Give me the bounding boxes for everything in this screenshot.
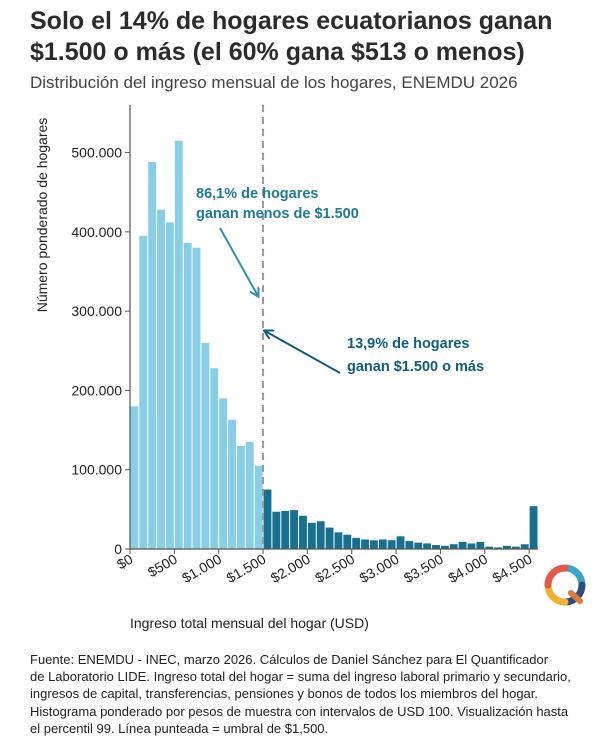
x-tick-label: $3.000 bbox=[356, 551, 401, 586]
axes bbox=[129, 105, 538, 550]
chart-subtitle: Distribución del ingreso mensual de los … bbox=[30, 73, 518, 92]
y-tick-label: 500.000 bbox=[71, 145, 122, 161]
histogram-bar bbox=[157, 209, 165, 549]
histogram-bar bbox=[219, 398, 228, 549]
y-tick-label: 200.000 bbox=[71, 382, 122, 398]
histogram-bar bbox=[387, 540, 396, 549]
histogram-bar bbox=[192, 247, 201, 549]
histogram-bar bbox=[325, 527, 334, 549]
x-tick-label: $500 bbox=[145, 551, 180, 581]
histogram-bar bbox=[210, 368, 219, 549]
caption-line-4: Histograma ponderado por pesos de muestr… bbox=[30, 703, 569, 719]
histogram-bar bbox=[334, 532, 343, 549]
annotation-below-line-1: 86,1% de hogares bbox=[196, 186, 319, 202]
histogram-bar bbox=[343, 534, 352, 549]
x-tick-label: $1.000 bbox=[179, 551, 224, 586]
histogram-bar bbox=[201, 342, 210, 549]
histogram-bar bbox=[183, 242, 192, 549]
histogram-bar bbox=[263, 489, 272, 549]
histogram-bar bbox=[529, 506, 538, 549]
histogram-bar bbox=[369, 540, 378, 549]
histogram-bar bbox=[281, 510, 290, 549]
annotation-below-line-2: ganan menos de $1.500 bbox=[196, 206, 359, 222]
histogram-bar bbox=[290, 510, 299, 549]
histogram-bar bbox=[361, 539, 369, 549]
x-tick-label: $0 bbox=[114, 551, 136, 573]
histogram-bar bbox=[245, 441, 254, 549]
histogram-bar bbox=[236, 445, 245, 549]
x-tick-label: $1.500 bbox=[223, 551, 268, 586]
histogram-bar bbox=[405, 541, 414, 549]
histogram-bar bbox=[485, 546, 494, 549]
histogram-bar bbox=[423, 543, 432, 549]
chart-title: Solo el 14% de hogares ecuatorianos gana… bbox=[30, 6, 590, 68]
y-axis-ticks: 0 100.000 200.000 300.000 400.000 500.000 bbox=[71, 145, 130, 557]
histogram-bar bbox=[520, 544, 529, 549]
annotations: 86,1% de hogares ganan menos de $1.500 1… bbox=[196, 186, 484, 375]
histogram-bar bbox=[272, 511, 281, 549]
x-axis-ticks: $0 $500 $1.000 $1.500 $2.000 $2.500 $3.000 $3.5… bbox=[114, 549, 535, 586]
y-tick-label: 0 bbox=[114, 541, 122, 557]
histogram-bar bbox=[432, 545, 440, 549]
x-tick-label: $4.000 bbox=[445, 551, 490, 586]
histogram-bar bbox=[378, 539, 387, 549]
histogram-bar bbox=[148, 162, 157, 549]
histogram-bar bbox=[316, 521, 325, 549]
histogram-bar bbox=[352, 537, 361, 549]
histogram-bar bbox=[440, 545, 449, 549]
x-tick-label: $4.500 bbox=[490, 551, 535, 586]
histogram-bars bbox=[130, 140, 538, 550]
histogram-bar bbox=[165, 222, 174, 549]
x-tick-label: $2.500 bbox=[312, 551, 357, 586]
histogram-bar bbox=[458, 541, 467, 549]
source-caption: Fuente: ENEMDU - INEC, marzo 2026. Cálcu… bbox=[30, 651, 595, 737]
x-tick-label: $2.000 bbox=[268, 551, 313, 586]
chart-title-line-1: Solo el 14% de hogares ecuatorianos gana… bbox=[30, 7, 553, 35]
histogram-bar bbox=[414, 542, 423, 549]
histogram-bar bbox=[254, 465, 263, 549]
histogram-bar bbox=[476, 541, 485, 549]
caption-line-3: ingresos de capital, transferencias, pen… bbox=[30, 686, 539, 702]
y-tick-label: 300.000 bbox=[71, 303, 122, 319]
chart-title-line-2: $1.500 o más (el 60% gana $513 o menos) bbox=[30, 38, 525, 66]
annotation-above-line-1: 13,9% de hogares bbox=[347, 336, 470, 352]
annotation-above-line-2: ganan $1.500 o más bbox=[347, 359, 484, 375]
caption-line-2: de Laboratorio LIDE. Ingreso total del h… bbox=[30, 669, 571, 685]
histogram-bar bbox=[174, 140, 183, 549]
x-axis-label: Ingreso total mensual del hogar (USD) bbox=[130, 615, 369, 631]
histogram-bar bbox=[511, 546, 520, 549]
annotation-arrow-right bbox=[265, 331, 341, 374]
q-logo-icon bbox=[544, 564, 586, 606]
histogram-bar bbox=[494, 547, 503, 549]
histogram-bar bbox=[299, 515, 307, 549]
caption-line-1: Fuente: ENEMDU - INEC, marzo 2026. Cálcu… bbox=[30, 652, 549, 667]
histogram-bar bbox=[467, 543, 476, 549]
histogram-bar bbox=[307, 522, 316, 549]
y-tick-label: 400.000 bbox=[71, 224, 122, 240]
histogram-bar bbox=[396, 536, 405, 549]
histogram-bar bbox=[503, 545, 511, 549]
histogram-bar bbox=[449, 544, 458, 549]
y-tick-label: 100.000 bbox=[71, 462, 122, 478]
histogram-bar bbox=[139, 235, 148, 550]
x-tick-label: $3.500 bbox=[401, 551, 446, 586]
caption-line-5: el percentil 99. Línea punteada = umbral… bbox=[30, 720, 329, 736]
histogram-bar bbox=[228, 419, 236, 549]
annotation-arrow-left bbox=[219, 227, 258, 296]
histogram-bar bbox=[130, 406, 139, 549]
